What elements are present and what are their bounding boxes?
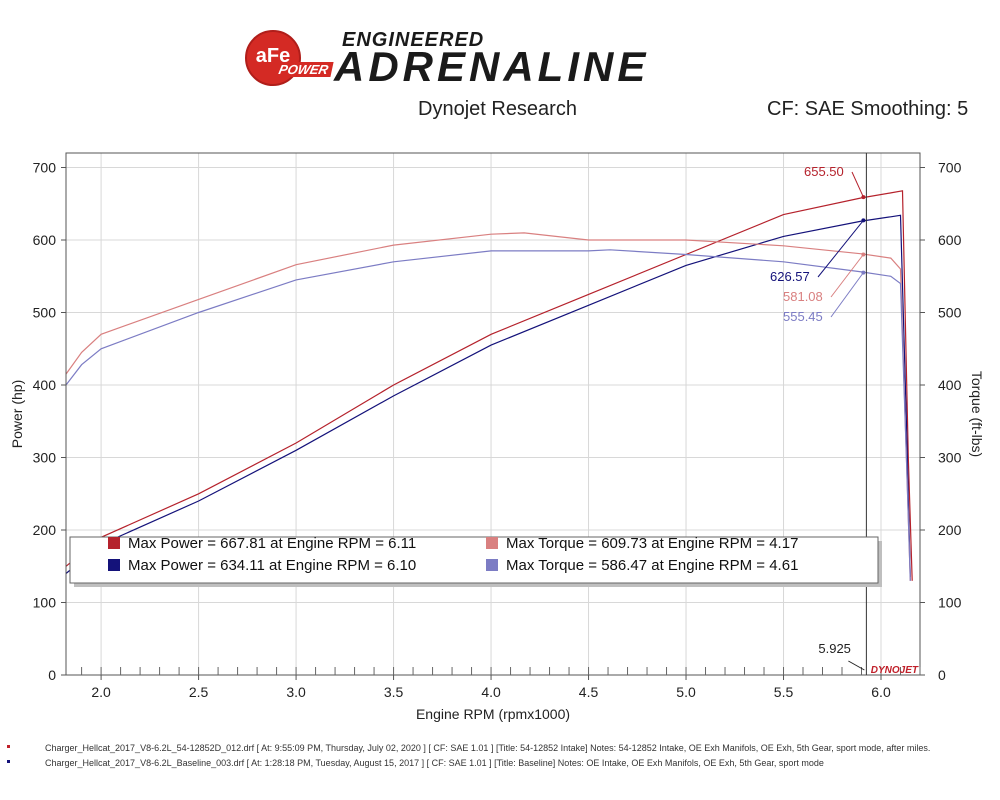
legend-text-torque_run2: Max Torque = 586.47 at Engine RPM = 4.61 (506, 557, 798, 574)
legend-swatch-power_run1 (108, 537, 120, 549)
legend-swatch-torque_run1 (486, 537, 498, 549)
y-tick-label: 300 (33, 450, 57, 466)
leader-line-torque_run1 (830, 254, 864, 298)
leader-dot-torque_run1 (861, 252, 866, 257)
run1-marker (7, 745, 10, 748)
series-line-torque_run1 (65, 232, 911, 581)
x-tick-label: 4.5 (579, 684, 599, 700)
series-line-power_run2 (65, 214, 911, 578)
y2-axis-label: Torque (ft-lbs) (969, 371, 985, 457)
leader-line-power_run2 (817, 220, 864, 278)
legend-text-power_run1: Max Power = 667.81 at Engine RPM = 6.11 (128, 535, 416, 552)
leader-dot-power_run1 (861, 195, 866, 200)
annotations: 5.925 655.50 626.57 581.08 555.45 DYNOJET (770, 153, 919, 676)
series-line-power_run1 (65, 190, 913, 581)
brand-tagline-main: ADRENALINE (334, 43, 650, 90)
y2-tick-label: 700 (938, 160, 962, 176)
grid (66, 153, 920, 675)
afe-logo: aFe (245, 30, 301, 86)
brand-tagline-top: ENGINEERED (342, 29, 485, 51)
y-tick-label: 500 (33, 305, 57, 321)
series-lines (65, 190, 913, 581)
value-label-torque_run2: 555.45 (783, 309, 823, 324)
y-tick-label: 400 (33, 377, 57, 393)
header: aFe POWER ENGINEERED ADRENALINE Dynojet … (0, 0, 1000, 140)
x-axis-label: Engine RPM (rpmx1000) (416, 706, 570, 722)
y2-tick-label: 0 (938, 667, 946, 683)
value-label-power_run1: 655.50 (804, 164, 844, 179)
y-tick-label: 600 (33, 232, 57, 248)
run2-marker (7, 760, 10, 763)
y-tick-label: 0 (48, 667, 56, 683)
series-line-torque_run2 (65, 249, 911, 581)
footer-run2: Charger_Hellcat_2017_V8-6.2L_Baseline_00… (45, 758, 824, 768)
leader-line-power_run1 (851, 171, 864, 198)
legend-box (69, 536, 879, 584)
dyno-chart: 0 100 200 300 400 500 600 700 0 100 200 300 400 500 60… (9, 152, 985, 723)
y2-tick-label: 200 (938, 522, 962, 538)
plot-frame (65, 152, 921, 676)
x-tick-label: 3.5 (384, 684, 404, 700)
cursor-pointer (848, 660, 865, 671)
x-tick-label: 5.0 (676, 684, 696, 700)
leader-dot-torque_run2 (861, 270, 866, 275)
legend-text-power_run2: Max Power = 634.11 at Engine RPM = 6.10 (128, 557, 416, 574)
legend-swatch-torque_run2 (486, 559, 498, 571)
y2-tick-label: 100 (938, 595, 962, 611)
x-tick-label: 2.0 (91, 684, 111, 700)
value-label-power_run2: 626.57 (770, 269, 810, 284)
x-tick-label: 3.0 (286, 684, 306, 700)
x-tick-label: 6.0 (871, 684, 891, 700)
dynojet-watermark: DYNOJET (871, 665, 919, 676)
value-label-torque_run1: 581.08 (783, 289, 823, 304)
y-tick-label: 100 (33, 595, 57, 611)
x-tick-label: 4.0 (481, 684, 501, 700)
legend-text-torque_run1: Max Torque = 609.73 at Engine RPM = 4.17 (506, 535, 798, 552)
y2-tick-label: 400 (938, 377, 962, 393)
correction-factor-label: CF: SAE Smoothing: 5 (767, 98, 969, 120)
y2-tick-label: 500 (938, 305, 962, 321)
axes: 0 100 200 300 400 500 600 700 0 100 200 300 400 500 60… (9, 160, 985, 723)
cursor-rpm-label: 5.925 (818, 641, 851, 656)
dyno-title: Dynojet Research (418, 98, 577, 120)
y-tick-label: 700 (33, 160, 57, 176)
legend-swatch-power_run2 (108, 559, 120, 571)
x-tick-label: 2.5 (189, 684, 209, 700)
leader-line-torque_run2 (830, 272, 864, 318)
x-tick-label: 5.5 (774, 684, 794, 700)
logo-text: aFe (255, 45, 291, 67)
footer-run1: Charger_Hellcat_2017_V8-6.2L_54-12852D_0… (45, 743, 931, 753)
y2-tick-label: 600 (938, 232, 962, 248)
y-tick-label: 200 (33, 522, 57, 538)
leader-dot-power_run2 (861, 218, 866, 223)
y-axis-label: Power (hp) (9, 380, 25, 448)
y2-tick-label: 300 (938, 450, 962, 466)
legend: Max Power = 667.81 at Engine RPM = 6.11 M… (69, 535, 882, 587)
